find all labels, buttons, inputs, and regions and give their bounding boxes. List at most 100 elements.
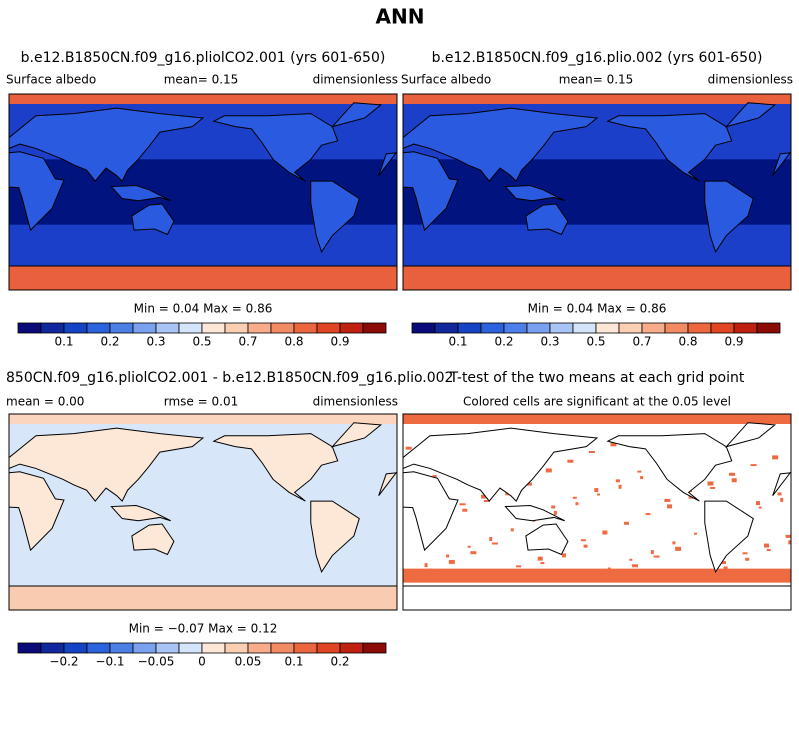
map xyxy=(9,94,397,290)
land xyxy=(504,504,565,522)
colorbar-label: 0.2 xyxy=(494,335,513,349)
land xyxy=(772,151,791,176)
land xyxy=(403,427,599,502)
sig-cell xyxy=(694,532,697,535)
colorbar-cell xyxy=(40,322,65,334)
land xyxy=(525,203,569,236)
sig-cell xyxy=(588,451,595,454)
colorbar-cell xyxy=(756,322,781,334)
sig-cell xyxy=(489,537,493,542)
land xyxy=(9,427,205,502)
colorbar-cell xyxy=(595,322,620,334)
colorbar-cell xyxy=(339,322,364,334)
panel-title: 850CN.f09_g16.pliolCO2.001 - b.e12.B1850… xyxy=(6,370,453,386)
panel-title: T-test of the two means at each grid poi… xyxy=(449,370,745,386)
colorbar-label: 0.9 xyxy=(724,335,743,349)
sig-cell xyxy=(640,476,644,480)
panel-right-label: dimensionless xyxy=(313,395,398,409)
panel-title: b.e12.B1850CN.f09_g16.plio.002 (yrs 601-… xyxy=(432,50,763,66)
colorbar-cell xyxy=(503,322,528,334)
panel-center-label: mean= 0.15 xyxy=(164,73,239,87)
sig-cell xyxy=(551,505,556,509)
colorbar-cell xyxy=(155,322,180,334)
stats-label: Min = −0.07 Max = 0.12 xyxy=(129,622,278,636)
colorbar-label: 0.05 xyxy=(235,655,262,669)
colorbar-cell xyxy=(457,322,482,334)
colorbar-cell xyxy=(132,642,157,654)
southern-band xyxy=(403,568,791,583)
sig-cell xyxy=(575,502,579,506)
panel-subtitle: Colored cells are significant at the 0.0… xyxy=(463,395,731,409)
land xyxy=(378,151,397,176)
land xyxy=(131,523,175,556)
colorbar-label: 0.8 xyxy=(284,335,303,349)
sig-cell xyxy=(526,482,532,486)
map-frame xyxy=(402,413,792,611)
panel-right-label: dimensionless xyxy=(708,73,793,87)
colorbar-label: 0.1 xyxy=(284,655,303,669)
sig-cell xyxy=(467,545,471,548)
polar-cap xyxy=(9,414,397,424)
land xyxy=(9,151,65,232)
colorbar-label: 0.3 xyxy=(146,335,165,349)
land xyxy=(403,107,599,182)
polar-cap xyxy=(9,94,397,104)
colorbar-cell xyxy=(86,642,111,654)
land xyxy=(724,422,777,448)
colorbar-cell xyxy=(411,322,436,334)
sig-cell xyxy=(462,508,468,512)
sig-cell xyxy=(518,570,523,574)
map xyxy=(403,414,791,610)
land xyxy=(504,184,565,202)
sig-cell xyxy=(667,504,673,509)
land xyxy=(131,203,175,236)
land xyxy=(310,500,360,574)
polar-cap xyxy=(403,94,791,104)
stats-label: Min = 0.04 Max = 0.86 xyxy=(528,302,667,316)
sig-cell xyxy=(405,446,412,450)
land xyxy=(724,102,777,128)
colorbar-cell xyxy=(687,322,712,334)
colorbar-label: 0.1 xyxy=(448,335,467,349)
colorbar-cell xyxy=(710,322,735,334)
land xyxy=(704,180,754,254)
sig-cell xyxy=(583,544,588,548)
panel-left-label: Surface albedo xyxy=(6,73,96,87)
sig-cell xyxy=(731,478,737,483)
land xyxy=(310,180,360,254)
colorbar-cell xyxy=(362,322,387,334)
sig-cell xyxy=(424,563,428,568)
map-frame xyxy=(8,93,398,291)
colorbar-label: 0.3 xyxy=(540,335,559,349)
map xyxy=(403,94,791,290)
sig-cell xyxy=(755,501,760,506)
sig-cell xyxy=(580,539,586,542)
figure-title: ANN xyxy=(376,5,425,29)
colorbar-cell xyxy=(109,322,134,334)
land xyxy=(330,102,383,128)
land xyxy=(704,500,754,574)
colorbar-cell xyxy=(40,642,65,654)
land xyxy=(330,422,383,448)
sig-cell xyxy=(459,503,466,506)
colorbar-cell xyxy=(247,642,272,654)
map xyxy=(9,414,397,610)
sig-cell xyxy=(623,521,629,525)
sig-cell xyxy=(545,468,552,473)
sig-cell xyxy=(607,567,611,571)
colorbar-cell xyxy=(293,322,318,334)
colorbar-label: 0.2 xyxy=(100,335,119,349)
panel-left-label: mean = 0.00 xyxy=(6,395,84,409)
colorbar-cell xyxy=(247,322,272,334)
sig-cell xyxy=(403,571,406,574)
land xyxy=(212,433,339,502)
land xyxy=(9,265,397,290)
colorbar-cell xyxy=(109,642,134,654)
sig-cell xyxy=(615,479,620,483)
colorbar-cell xyxy=(17,322,42,334)
land xyxy=(403,265,791,290)
sig-cell xyxy=(597,493,600,496)
sig-cell xyxy=(664,498,671,502)
colorbar-cell xyxy=(201,322,226,334)
